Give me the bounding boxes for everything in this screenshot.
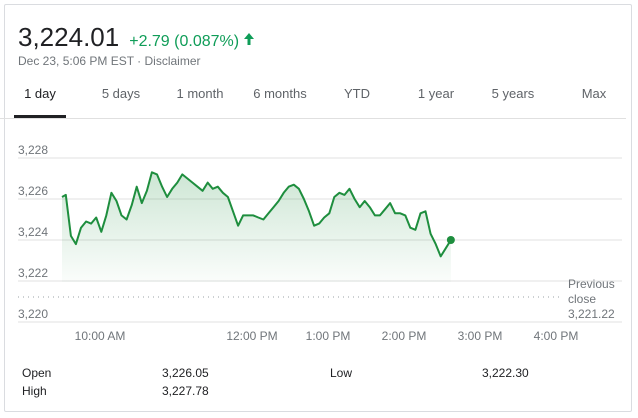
high-value: 3,227.78 [162,384,209,398]
previous-close-label-line2: close [568,292,596,306]
x-tick-label: 2:00 PM [382,329,427,343]
previous-close-label-line1: Previous [568,277,615,291]
tab-5-years[interactable]: 5 years [482,78,544,118]
price-chart[interactable]: 3,228 3,226 3,224 3,222 3,220 10:00 AM 12:00 … [0,0,638,360]
tab-label: 1 year [417,86,455,101]
price-change: +2.79 (0.087%) [129,33,240,50]
arrow-up-icon [244,33,255,45]
price-area [62,172,451,282]
tab-ytd[interactable]: YTD [332,78,382,118]
y-tick-label: 3,222 [18,266,48,280]
open-value: 3,226.05 [162,366,209,380]
high-label: High [22,384,47,398]
y-tick-label: 3,226 [18,184,48,198]
low-value: 3,222.30 [482,366,529,380]
tab-label: 5 days [101,86,141,101]
x-tick-label: 10:00 AM [75,329,126,343]
price-line [61,171,452,258]
price-row: 3,224.01 +2.79 (0.087%) [18,22,255,53]
tab-1-year[interactable]: 1 year [408,78,464,118]
range-tabs: 1 day 5 days 1 month 6 months YTD 1 year… [0,78,626,118]
x-tick-label: 1:00 PM [306,329,351,343]
y-tick-label: 3,224 [18,225,48,239]
y-tick-labels: 3,228 3,226 3,224 3,222 3,220 [18,143,48,321]
tab-label: 6 months [253,86,307,101]
stock-card [4,4,632,412]
open-label: Open [22,366,52,380]
x-tick-label: 3:00 PM [458,329,503,343]
tabs-divider [0,118,626,119]
x-tick-label: 4:00 PM [534,329,579,343]
previous-close-value: 3,221.22 [568,307,615,321]
y-tick-label: 3,228 [18,143,48,157]
tab-1-day[interactable]: 1 day [14,78,66,118]
current-price: 3,224.01 [18,22,120,52]
tab-max[interactable]: Max [570,78,618,118]
tab-label: 5 years [491,86,535,101]
timestamp-disclaimer: Dec 23, 5:06 PM EST · Disclaimer [18,54,201,68]
active-tab-indicator [14,115,66,118]
x-tick-label: 12:00 PM [226,329,277,343]
tab-label: YTD [344,86,370,101]
tab-1-month[interactable]: 1 month [166,78,234,118]
tab-label: 1 day [24,86,56,101]
tab-5-days[interactable]: 5 days [90,78,152,118]
tab-label: 1 month [176,86,224,101]
x-tick-labels: 10:00 AM 12:00 PM 1:00 PM 2:00 PM 3:00 PM 4:0… [75,329,579,343]
low-label: Low [330,366,353,380]
current-price-dot [446,236,455,244]
y-tick-label: 3,220 [18,307,48,321]
tab-6-months[interactable]: 6 months [244,78,316,118]
tab-label: Max [581,86,607,101]
